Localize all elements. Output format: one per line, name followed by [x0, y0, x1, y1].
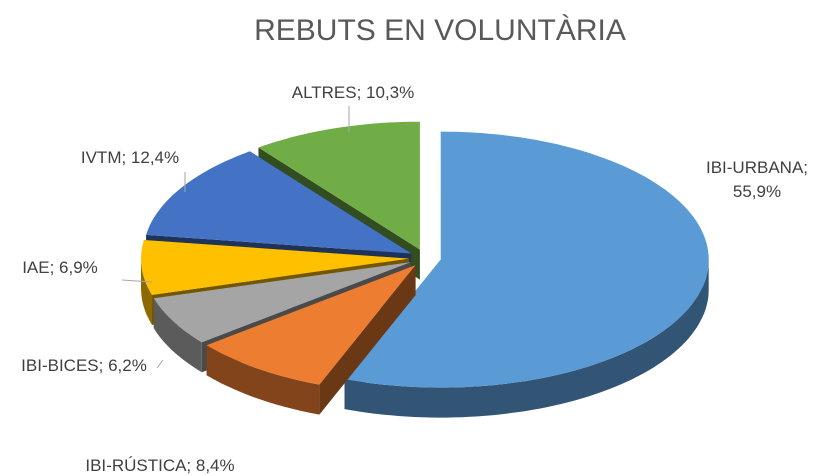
slice: [206, 265, 416, 385]
slices: [141, 121, 709, 418]
chart-title: REBUTS EN VOLUNTÀRIA: [254, 14, 626, 47]
data-label: IBI-URBANA; 55,9%: [705, 158, 809, 201]
slice: [146, 151, 412, 254]
slice: [258, 121, 420, 250]
leader-line: [121, 279, 153, 283]
leader-line: [156, 359, 164, 369]
slice-side: [141, 258, 152, 325]
slice-side: [344, 259, 709, 418]
data-label: ALTRES; 10,3%: [291, 83, 415, 102]
slice-side: [153, 298, 202, 373]
slice: [141, 240, 410, 295]
slice: [153, 262, 411, 343]
data-label: IAE; 6,9%: [22, 258, 98, 277]
leader-lines: [121, 106, 350, 369]
slice: [344, 131, 709, 388]
data-label: IBI-BICES; 6,2%: [21, 356, 147, 375]
data-label: IBI-RÚSTICA; 8,4%: [85, 456, 235, 475]
data-label: IVTM; 12,4%: [80, 148, 180, 167]
slice-side: [206, 345, 320, 415]
